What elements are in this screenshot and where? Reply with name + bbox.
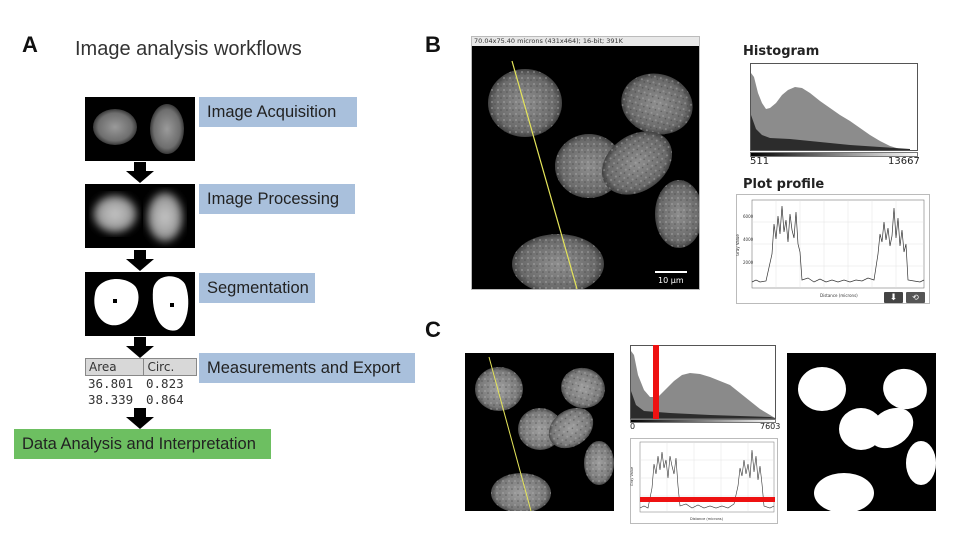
image-header-info: 70.04x75.40 microns (431x464); 16-bit; 3… xyxy=(472,37,699,46)
histogram-max-c: 7603 xyxy=(760,422,781,431)
step-label-acquisition: Image Acquisition xyxy=(199,97,357,127)
plot-profile-chart-b: Gray Value 6000 4000 2000 Distance (micr… xyxy=(736,194,930,304)
table-row: 36.801 0.823 xyxy=(85,376,197,392)
measurement-table: Area Circ. 36.801 0.823 38.339 0.864 xyxy=(85,358,197,408)
scale-bar-label: 10 µm xyxy=(658,276,684,285)
nuclei-fluorescence-image: 10 µm xyxy=(488,60,703,294)
step-label-segmentation: Segmentation xyxy=(199,273,315,303)
arrow-down-icon xyxy=(126,337,154,358)
step-label-measurements: Measurements and Export xyxy=(199,353,415,383)
histogram-chart-b xyxy=(750,63,918,151)
histogram-title: Histogram xyxy=(743,44,820,59)
measurement-table-header: Area Circ. xyxy=(85,358,197,376)
histogram-lut-bar xyxy=(750,152,918,157)
plot-ytick: 6000 xyxy=(743,214,754,219)
profile-line[interactable] xyxy=(511,60,578,290)
step-label-data-analysis: Data Analysis and Interpretation xyxy=(14,429,271,459)
histogram-lut-bar-c xyxy=(630,419,776,423)
arrow-down-icon xyxy=(126,250,154,271)
plot-ytick: 4000 xyxy=(743,237,754,242)
acquisition-thumbnail xyxy=(85,97,195,161)
live-icon: ⟲ xyxy=(912,293,919,302)
plot-xlabel: Distance (microns) xyxy=(820,293,858,298)
cell-area: 38.339 xyxy=(88,392,134,407)
histogram-chart-c xyxy=(630,345,776,419)
processing-blurred-image xyxy=(93,192,183,242)
acquisition-nuclei-image xyxy=(93,104,184,154)
cell-circ: 0.823 xyxy=(146,376,184,391)
histogram-min: 511 xyxy=(750,156,770,167)
microscopy-image-window: 70.04x75.40 microns (431x464); 16-bit; 3… xyxy=(471,36,703,294)
binary-mask-c xyxy=(787,353,936,513)
plot-ylabel-c: Gray Value xyxy=(630,467,634,486)
processed-image-c xyxy=(465,353,614,513)
processing-thumbnail xyxy=(85,184,195,248)
histogram-max: 13667 xyxy=(888,156,920,167)
binary-mask-image xyxy=(798,367,936,513)
threshold-marker[interactable] xyxy=(653,345,659,419)
cell-circ: 0.864 xyxy=(146,392,184,407)
panel-b-letter: B xyxy=(425,32,441,57)
segmentation-mask-image xyxy=(94,276,189,331)
step-label-processing: Image Processing xyxy=(199,184,355,214)
plot-xlabel-c: Distance (microns) xyxy=(690,517,724,521)
plot-profile-chart-c: Gray Value Distance (microns) xyxy=(630,438,778,524)
arrow-down-icon xyxy=(126,408,154,429)
threshold-line[interactable] xyxy=(640,497,775,502)
cell-area: 36.801 xyxy=(88,376,134,391)
segmentation-thumbnail xyxy=(85,272,195,336)
table-row: 38.339 0.864 xyxy=(85,392,197,408)
plot-ytick: 2000 xyxy=(743,260,754,265)
download-button[interactable]: ⬇ xyxy=(884,292,903,303)
header-circ: Circ. xyxy=(147,360,175,374)
live-mode-button[interactable]: ⟲ xyxy=(906,292,925,303)
plot-profile-title: Plot profile xyxy=(743,177,825,192)
plot-ylabel: Gray Value xyxy=(736,234,740,256)
profile-line[interactable] xyxy=(488,356,532,512)
panel-c-letter: C xyxy=(425,317,441,342)
processed-nuclei-image xyxy=(475,356,614,513)
histogram-min-c: 0 xyxy=(630,422,636,431)
panel-a-letter: A xyxy=(22,32,38,57)
arrow-down-icon xyxy=(126,162,154,183)
workflow-title: Image analysis workflows xyxy=(75,38,302,60)
download-icon: ⬇ xyxy=(889,292,898,302)
header-area: Area xyxy=(86,359,145,375)
scale-bar-line xyxy=(655,271,687,273)
